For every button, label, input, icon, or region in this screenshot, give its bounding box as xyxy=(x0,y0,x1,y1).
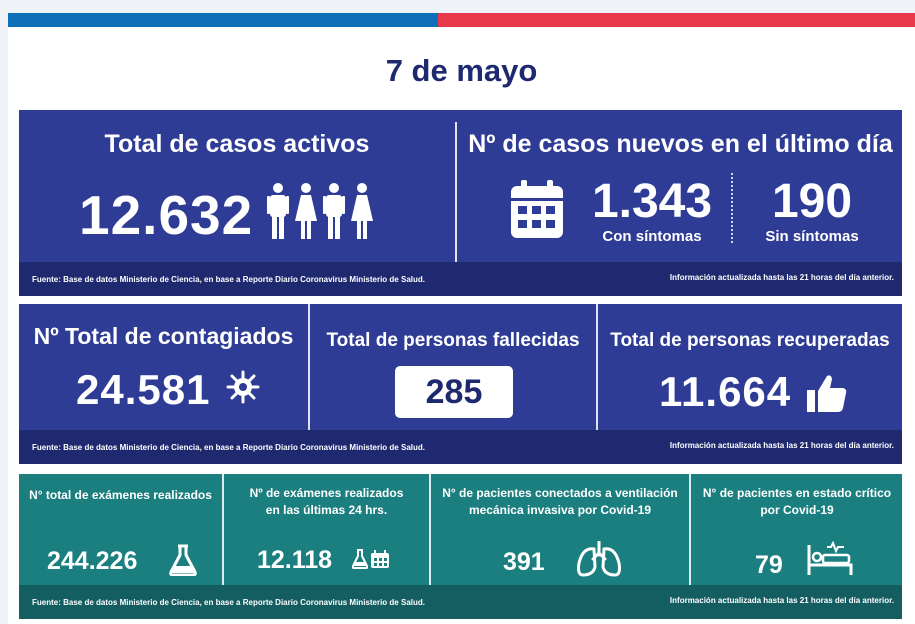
active-cases-value: 12.632 xyxy=(79,184,254,246)
exams-panel: N° total de exámenes realizados 244.226 … xyxy=(19,474,902,619)
flask-icon xyxy=(352,549,368,569)
hospital-bed-icon xyxy=(807,541,853,575)
section3-footer: Fuente: Base de datos Ministerio de Cien… xyxy=(19,585,902,619)
active-cases-main xyxy=(19,110,902,263)
man-icon xyxy=(323,183,345,239)
update-note: Información actualizada hasta las 21 hor… xyxy=(669,273,894,282)
infected-heading: Nº Total de contagiados xyxy=(33,323,294,349)
source-note: Fuente: Base de datos Ministerio de Cien… xyxy=(32,598,425,607)
people-icons xyxy=(267,183,373,239)
flask-icon xyxy=(169,544,197,576)
exams-24h-heading: Nº de exámenes realizados en las últimas… xyxy=(249,486,404,517)
totals-panel: Nº Total de contagiados 24.581 Total de … xyxy=(19,304,902,464)
deaths-heading: Total de personas fallecidas xyxy=(326,330,580,351)
deaths-value: 285 xyxy=(395,366,513,418)
calendar-icon xyxy=(371,550,389,568)
exams-total-heading: N° total de exámenes realizados xyxy=(29,488,212,502)
section2-divider-1 xyxy=(308,304,310,430)
new-cases-heading: Nº de casos nuevos en el último día xyxy=(468,130,893,158)
section2-divider-2 xyxy=(596,304,598,430)
infected-value: 24.581 xyxy=(76,366,211,413)
critical-value: 79 xyxy=(755,551,783,579)
section2-footer: Fuente: Base de datos Ministerio de Cien… xyxy=(19,430,902,464)
top-bar-red xyxy=(438,13,915,27)
page-title: 7 de mayo xyxy=(385,53,538,88)
critical-heading: N° de pacientes en estado crítico por Co… xyxy=(702,486,892,517)
active-cases-panel: Total de casos activos 12.632 Nº de caso… xyxy=(19,110,902,296)
report-page: 7 de mayo Total de casos activos 12.632 … xyxy=(8,13,915,624)
source-note: Fuente: Base de datos Ministerio de Cien… xyxy=(32,275,425,284)
ventilation-value: 391 xyxy=(503,548,545,576)
asymptomatic-value: 190 xyxy=(771,175,853,228)
recovered-heading: Total de personas recuperadas xyxy=(610,330,890,351)
section3-divider-2 xyxy=(429,474,431,586)
symptomatic-label: Con síntomas xyxy=(602,228,702,245)
symptomatic-value: 1.343 xyxy=(591,175,713,228)
section3-divider-1 xyxy=(222,474,224,586)
exams-total-value: 244.226 xyxy=(47,547,138,575)
asymptomatic-label: Sin síntomas xyxy=(765,228,859,245)
woman-icon xyxy=(351,183,373,239)
virus-icon xyxy=(226,370,260,404)
section3-divider-3 xyxy=(689,474,691,586)
section1-footer: Fuente: Base de datos Ministerio de Cien… xyxy=(19,262,902,296)
active-cases-heading: Total de casos activos xyxy=(104,130,370,158)
top-bar-blue xyxy=(8,13,438,27)
ventilation-heading: N° de pacientes conectados a ventilación… xyxy=(442,486,678,517)
lungs-icon xyxy=(577,541,621,577)
update-note: Información actualizada hasta las 21 hor… xyxy=(669,596,894,605)
calendar-icon xyxy=(511,180,563,238)
top-color-bar xyxy=(8,13,915,27)
thumbs-up-icon xyxy=(807,375,847,412)
update-note: Información actualizada hasta las 21 hor… xyxy=(669,441,894,450)
man-icon xyxy=(267,183,289,239)
recovered-value: 11.664 xyxy=(659,368,792,415)
source-note: Fuente: Base de datos Ministerio de Cien… xyxy=(32,443,425,452)
exams-24h-value: 12.118 xyxy=(257,546,333,574)
dotted-divider xyxy=(731,173,733,243)
section1-divider xyxy=(455,122,457,262)
woman-icon xyxy=(295,183,317,239)
